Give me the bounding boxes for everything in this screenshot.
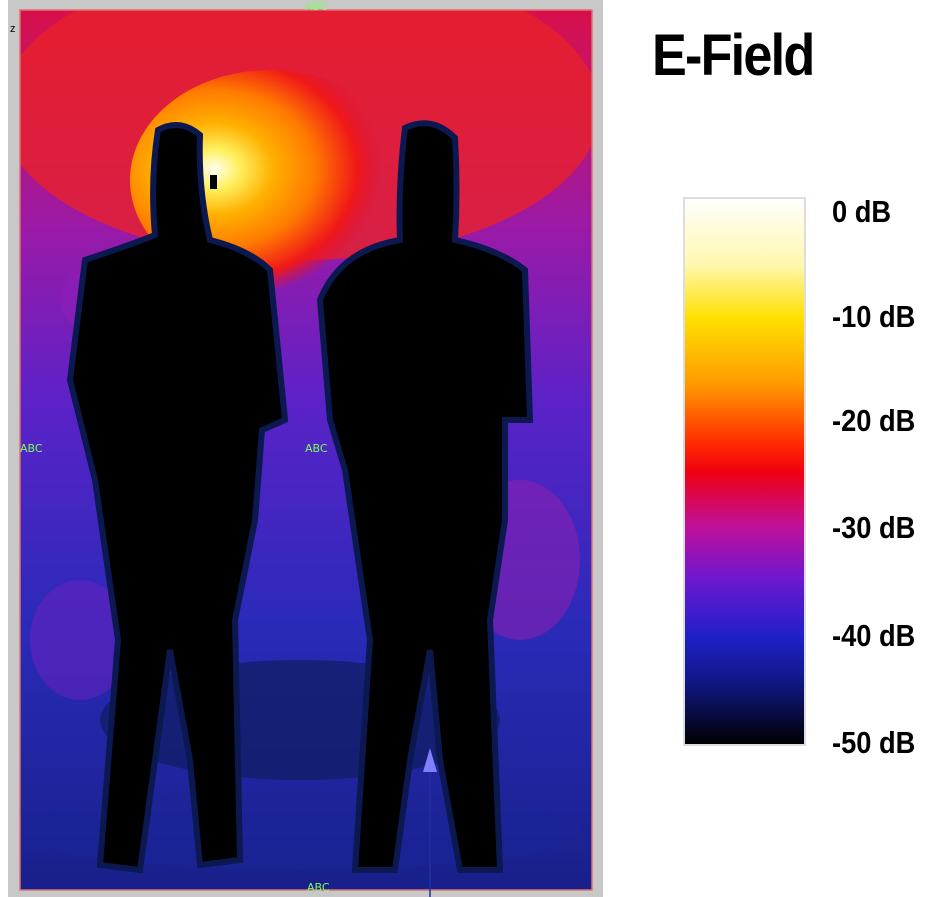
page: z ABC ABC ABC ABC E-Field 0 dB -10 dB -2… — [0, 0, 940, 897]
title: E-Field — [652, 22, 813, 89]
colorbar — [684, 198, 805, 745]
colorbar-label: -50 dB — [832, 727, 915, 758]
colorbar-label: -40 dB — [832, 620, 915, 651]
field-map — [0, 0, 600, 890]
axis-label: z — [10, 23, 16, 35]
figure: z ABC ABC ABC ABC — [0, 0, 940, 897]
viewport-marker: ABC — [20, 442, 43, 455]
viewport-marker: ABC — [307, 881, 330, 894]
viewport-marker: ABC — [305, 0, 328, 13]
viewport-marker: ABC — [305, 442, 328, 455]
colorbar-label: 0 dB — [832, 196, 891, 227]
colorbar-label: -10 dB — [832, 301, 915, 332]
source-marker — [210, 175, 217, 189]
colorbar-label: -30 dB — [832, 512, 915, 543]
colorbar-label: -20 dB — [832, 405, 915, 436]
